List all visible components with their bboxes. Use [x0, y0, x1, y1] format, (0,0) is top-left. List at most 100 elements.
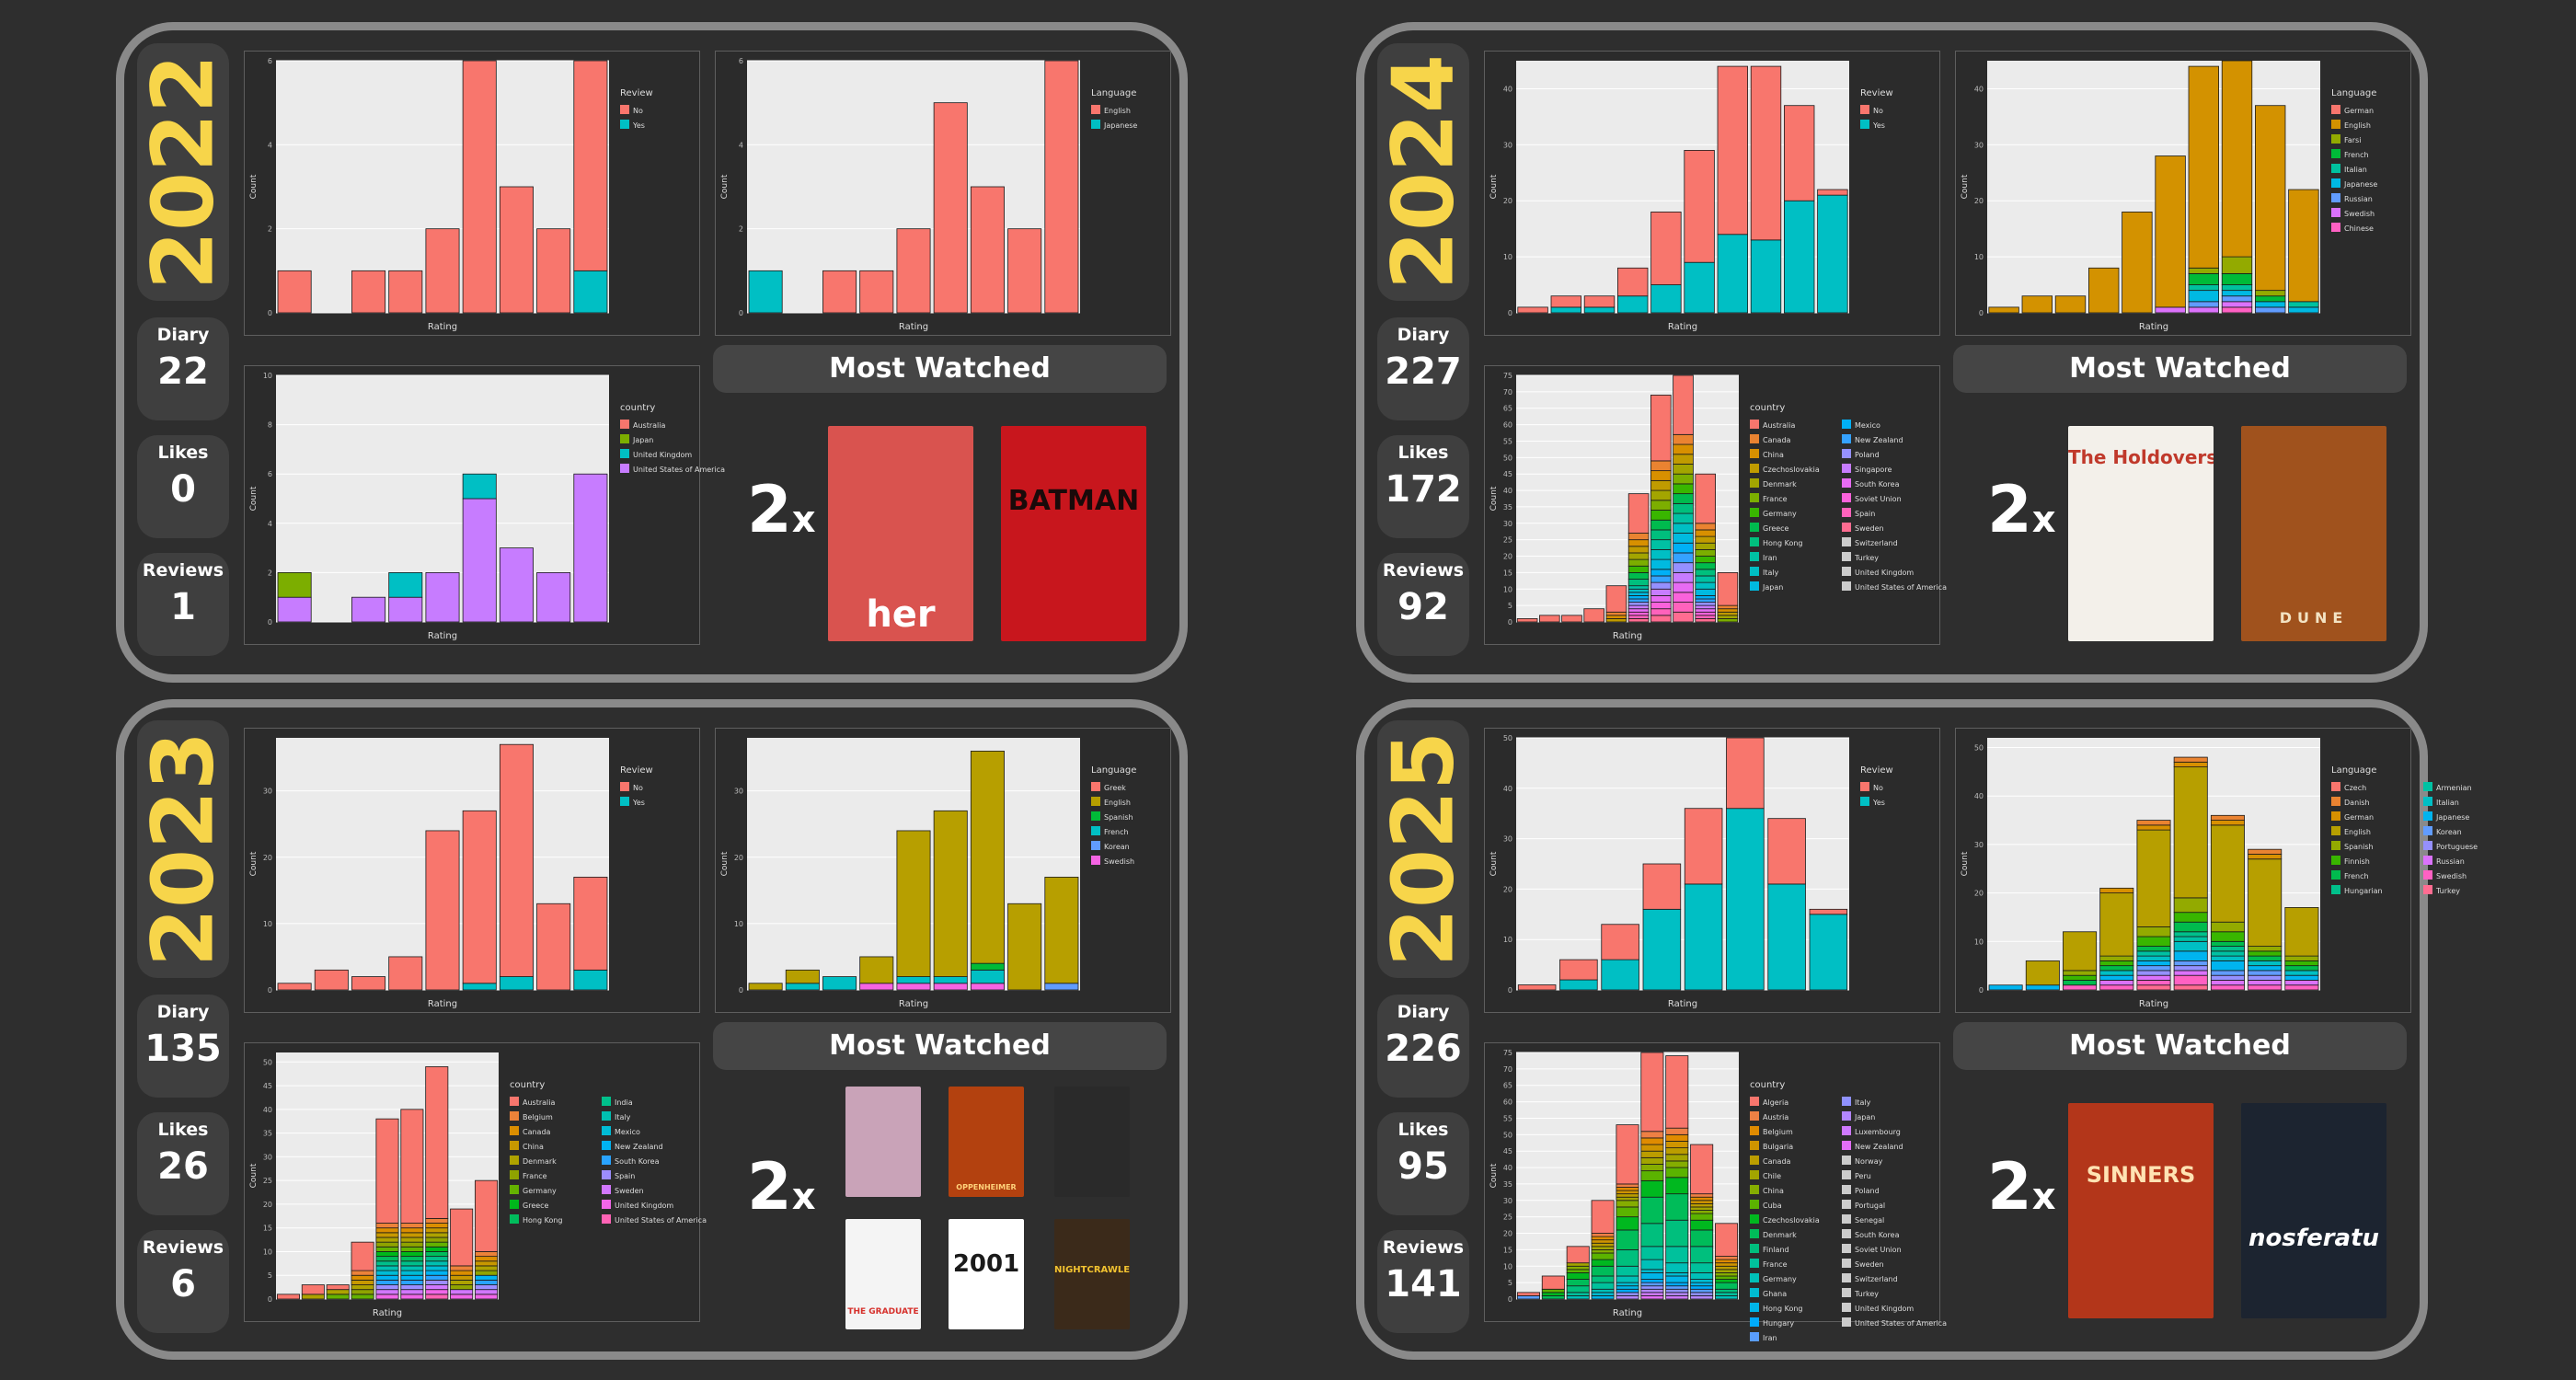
legend-label: No	[1873, 107, 1883, 115]
bar-segment	[2248, 984, 2283, 991]
bar-segment	[1717, 65, 1748, 236]
poster-title: The Holdovers	[2068, 446, 2214, 468]
bar-segment	[1715, 1288, 1739, 1294]
bar-segment	[1673, 562, 1694, 573]
bar-segment	[400, 1274, 424, 1281]
y-tick-label: 30	[1503, 141, 1512, 149]
legend-label: Japan	[632, 436, 653, 444]
y-axis-label: Count	[249, 486, 259, 511]
watch-count-multiplier: 2x	[747, 472, 816, 547]
y-tick-label: 20	[263, 854, 272, 862]
legend-label: No	[633, 784, 643, 792]
y-tick-label: 20	[1503, 553, 1512, 561]
legend-label: No	[633, 107, 643, 115]
bar-segment	[351, 1241, 374, 1271]
bar-segment	[2088, 267, 2120, 314]
bar-segment	[1650, 595, 1672, 603]
bar-segment	[1695, 602, 1716, 606]
bar-segment	[1566, 1295, 1590, 1300]
bar-segment	[1690, 1202, 1714, 1208]
legend-label: France	[1763, 1260, 1788, 1269]
bar-segment	[1640, 1282, 1664, 1287]
legend-key	[510, 1141, 519, 1150]
bar-segment	[1715, 1262, 1739, 1267]
legend-label: Yes	[1872, 799, 1885, 807]
y-tick-label: 50	[1503, 1131, 1512, 1139]
bar-segment	[450, 1265, 474, 1271]
bar-segment	[351, 1289, 374, 1295]
bar-segment	[1616, 1288, 1639, 1294]
poster-nosferatu[interactable]: nosferatu	[2241, 1103, 2386, 1318]
legend-label: United States of America	[633, 466, 725, 474]
poster-title: BATMAN	[1007, 485, 1140, 517]
bar-segment	[1715, 1295, 1739, 1300]
bar-segment	[1627, 608, 1650, 613]
bar-segment	[1640, 1150, 1664, 1158]
times-sign: x	[791, 1176, 816, 1218]
poster-oppenheimer[interactable]: OPPENHEIMER	[949, 1087, 1024, 1197]
legend-key	[2331, 826, 2340, 835]
bar-segment	[1695, 529, 1716, 537]
language-chart: 0 10 20 30 40 50 Rating Count Language Czech Danis…	[1961, 738, 2478, 1009]
y-axis-label: Count	[249, 174, 259, 199]
bar-segment	[2173, 931, 2208, 937]
bar-segment	[2136, 965, 2171, 972]
bar-segment	[1541, 1292, 1565, 1296]
y-axis-label: Count	[720, 174, 730, 199]
poster-sinners[interactable]: SINNERS	[2068, 1103, 2214, 1318]
bar-segment	[2288, 189, 2319, 303]
legend-label: Italian	[2436, 799, 2459, 807]
bar-segment	[933, 102, 968, 314]
poster-2001[interactable]: 2001	[949, 1219, 1024, 1329]
bar-segment	[462, 473, 497, 500]
bar-segment	[1605, 618, 1627, 623]
bar-segment	[1695, 595, 1716, 600]
bar-segment	[2248, 974, 2283, 981]
bar-segment	[1616, 1285, 1639, 1290]
poster-the-batman[interactable]: BATMAN	[1001, 426, 1146, 641]
legend-key	[510, 1097, 519, 1106]
bar-segment	[1640, 1279, 1664, 1283]
bar-segment	[1665, 1282, 1689, 1287]
bar-segment	[896, 983, 931, 991]
y-tick-label: 40	[1503, 1164, 1512, 1172]
y-axis-label: Count	[1489, 1163, 1499, 1188]
bar-segment	[2284, 984, 2319, 991]
bar-segment	[425, 1246, 449, 1252]
bar-segment	[1650, 588, 1672, 596]
poster-nightcrawler[interactable]: NIGHTCRAWLER	[1054, 1219, 1130, 1329]
bar-segment	[499, 976, 534, 991]
poster-her[interactable]: her	[828, 426, 973, 641]
poster-1[interactable]	[845, 1087, 921, 1197]
poster-title: SINNERS	[2086, 1162, 2196, 1188]
poster-dune[interactable]: DUNE	[2241, 426, 2386, 641]
poster-the-graduate[interactable]: THE GRADUATE	[845, 1219, 921, 1329]
y-tick-label: 25	[263, 1177, 272, 1185]
bar-segment	[425, 1251, 449, 1258]
legend-label: French	[2344, 151, 2369, 159]
reviews-stat: Reviews 1	[137, 553, 229, 656]
poster-3[interactable]	[1054, 1087, 1130, 1197]
bar-segment	[1695, 604, 1716, 610]
legend-title: Review	[1860, 88, 1893, 98]
y-tick-label: 30	[1974, 841, 1984, 849]
legend-label: Swedish	[2344, 210, 2375, 218]
bar-segment	[536, 903, 571, 991]
bar-segment	[2122, 211, 2153, 314]
bar-segment	[499, 547, 534, 623]
bar-segment	[2025, 960, 2060, 986]
bar-segment	[375, 1270, 399, 1276]
bar-segment	[1559, 979, 1598, 991]
poster-the-holdovers[interactable]: The Holdovers	[2068, 426, 2214, 641]
bar-segment	[1007, 903, 1042, 991]
bar-segment	[2221, 284, 2253, 292]
bar-segment	[1809, 914, 1848, 991]
bar-segment	[475, 1284, 499, 1291]
bar-segment	[425, 1256, 449, 1262]
bar-segment	[375, 1274, 399, 1281]
bar-segment	[1627, 539, 1650, 547]
year-badge: 2022	[134, 43, 233, 301]
bar-segment	[1650, 575, 1672, 583]
legend-label: Greek	[1104, 784, 1126, 792]
y-tick-label: 0	[1508, 309, 1512, 317]
